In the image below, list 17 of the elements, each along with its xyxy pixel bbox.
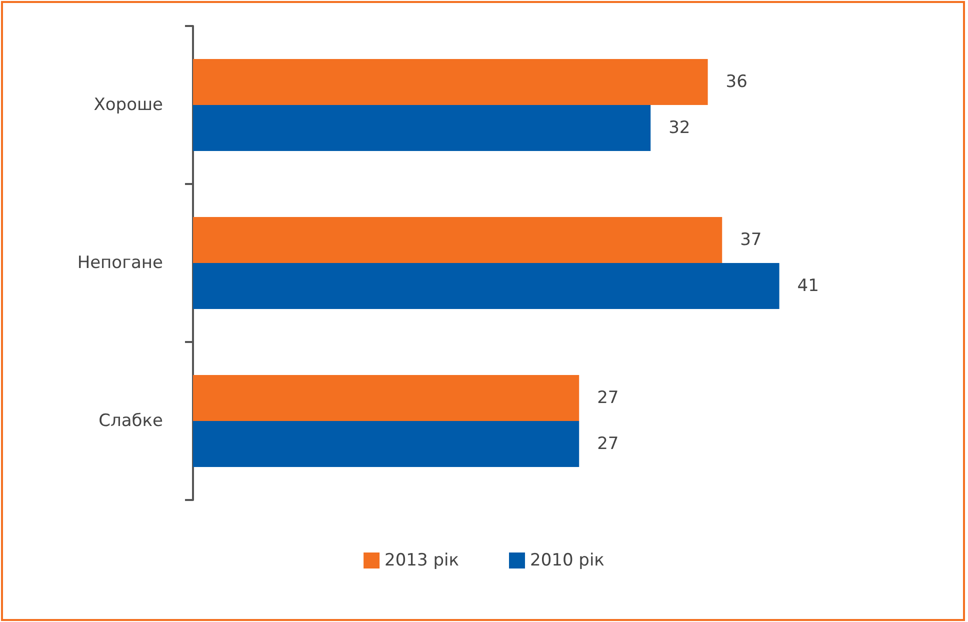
y-tick-label: Хороше xyxy=(94,95,163,115)
legend-label: 2013 рік xyxy=(384,550,460,570)
data-label: 41 xyxy=(797,276,819,296)
bar xyxy=(193,59,708,105)
data-label: 36 xyxy=(726,72,748,92)
data-label: 27 xyxy=(597,388,619,408)
bar xyxy=(193,375,580,421)
legend-label: 2010 рік xyxy=(530,550,604,570)
bar xyxy=(193,105,651,151)
bar xyxy=(193,217,722,263)
bar xyxy=(193,421,580,467)
data-label: 37 xyxy=(740,230,762,250)
data-label: 27 xyxy=(597,434,619,454)
data-label: 32 xyxy=(668,118,690,138)
bar xyxy=(193,263,780,309)
y-tick-label: Слабке xyxy=(98,411,163,431)
y-tick-label: Непогане xyxy=(77,253,163,273)
